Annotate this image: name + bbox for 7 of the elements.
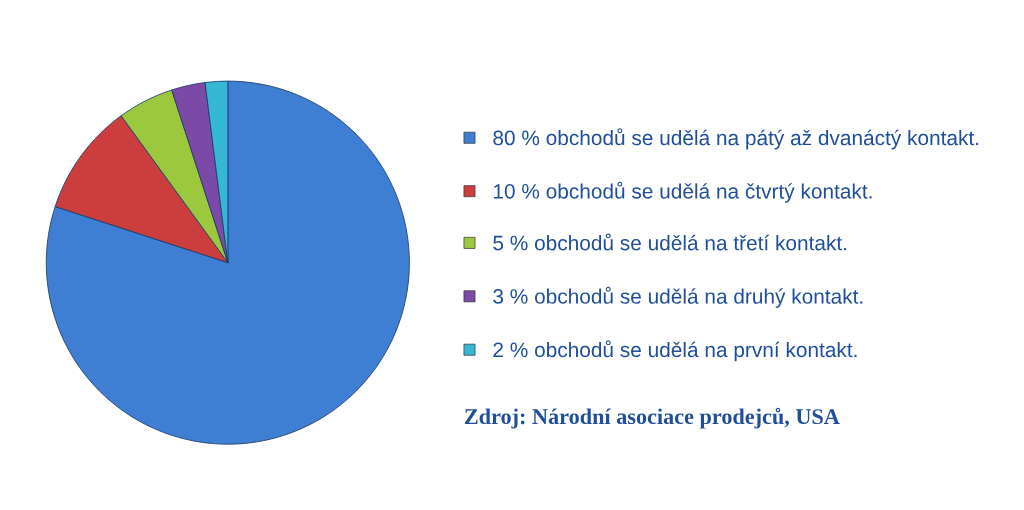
text: Zdroj: Národní asociace prodejců, USA	[464, 407, 840, 429]
legend-label: 5 % obchodů se udělá na třetí kontakt.	[493, 233, 847, 251]
legend-label: 10 % obchodů se udělá na čtvrtý kontakt.	[493, 181, 872, 203]
legend-label: 2 % obchodů se udělá na první kontakt.	[493, 340, 857, 362]
pie-slice	[45, 80, 410, 445]
legend-label: 3 % obchodů se udělá na druhý kontakt.	[493, 286, 863, 308]
legend-label: 80 % obchodů se udělá na pátý až dvanáctý kontakt.	[493, 128, 979, 150]
